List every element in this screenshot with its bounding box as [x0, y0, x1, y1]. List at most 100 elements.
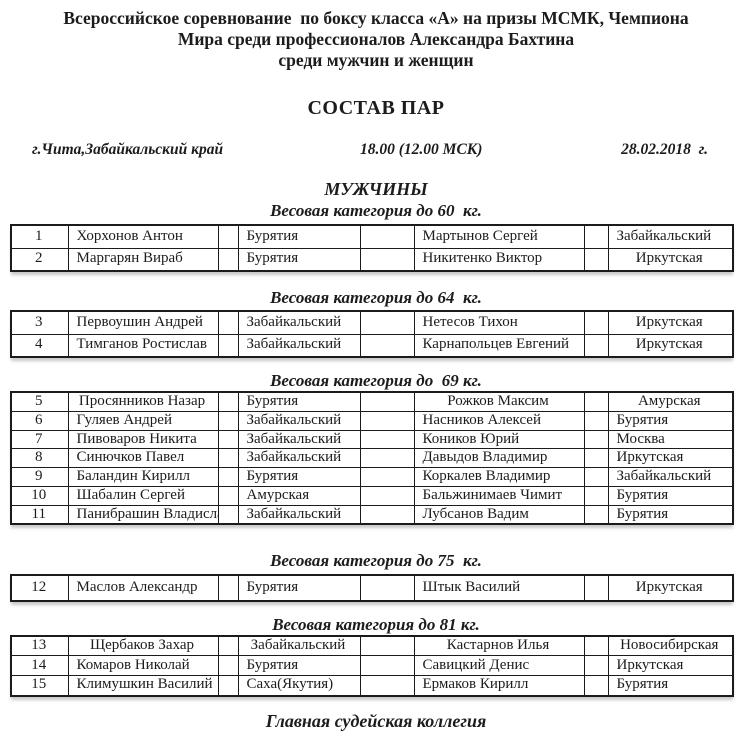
boxer1-region-cell: Забайкальский: [237, 333, 361, 358]
boxer1-region-cell: Бурятия: [237, 655, 361, 676]
pair-number-cell: 2: [10, 247, 69, 272]
pair-number-cell: 4: [10, 333, 69, 358]
spacer-cell: [217, 448, 239, 468]
spacer-cell: [583, 391, 609, 412]
boxer1-name-cell: Маргарян Вираб: [67, 247, 219, 272]
pair-row: 15 Климушкин Василий Саха(Якутия) Ермаков К…: [10, 674, 734, 697]
boxer2-name-cell: Рожков Максим: [413, 391, 585, 412]
spacer-cell: [583, 485, 609, 506]
pair-number-cell: 9: [10, 467, 69, 487]
pair-number-cell: 15: [10, 674, 69, 697]
spacer-cell: [583, 504, 609, 525]
boxer2-name-cell: Нетесов Тихон: [413, 310, 585, 335]
boxer1-name-cell: Тимганов Ростислав: [67, 333, 219, 358]
boxer1-region-cell: Забайкальский: [237, 635, 361, 657]
boxer1-region-cell: Забайкальский: [237, 504, 361, 525]
boxer1-region-cell: Бурятия: [237, 574, 361, 602]
pair-number-cell: 5: [10, 391, 69, 412]
title-line-3: среди мужчин и женщин: [278, 50, 474, 70]
event-info-row: г.Чита,Забайкальский край 18.00 (12.00 М…: [0, 141, 752, 160]
spacer-cell: [583, 635, 609, 657]
boxer2-region-cell: Москва: [607, 429, 734, 450]
vs-spacer-cell: [359, 504, 415, 525]
boxer2-region-cell: Бурятия: [607, 485, 734, 506]
pair-row: 12 Маслов Александр Бурятия Штык Василий Ирк…: [10, 574, 734, 602]
boxer2-region-cell: Забайкальский: [607, 224, 734, 249]
pair-number-cell: 10: [10, 485, 69, 506]
boxer1-region-cell: Забайкальский: [237, 448, 361, 468]
pairs-table-60kg: 1 Хорхонов Антон Бурятия Мартынов Сергей Заб…: [10, 224, 734, 272]
pair-row: 8 Синючков Павел Забайкальский Давыдов Влад…: [10, 448, 734, 468]
weight-category-heading-64kg: Весовая категория до 64 кг.: [270, 288, 482, 307]
pairs-list-heading: СОСТАВ ПАР: [307, 97, 445, 119]
spacer-cell: [583, 247, 609, 272]
pair-number-cell: 11: [10, 504, 69, 525]
spacer-cell: [583, 574, 609, 602]
boxer1-name-cell: Комаров Николай: [67, 655, 219, 676]
pair-row: 3 Первоушин Андрей Забайкальский Нетесов Ти…: [10, 310, 734, 335]
boxer1-name-cell: Климушкин Василий: [67, 674, 219, 697]
boxer2-name-cell: Коников Юрий: [413, 429, 585, 450]
spacer-cell: [583, 410, 609, 431]
boxer2-name-cell: Лубсанов Вадим: [413, 504, 585, 525]
spacer-cell: [583, 310, 609, 335]
pair-number-cell: 1: [10, 224, 69, 249]
boxer1-region-cell: Забайкальский: [237, 429, 361, 450]
boxer1-name-cell: Хорхонов Антон: [67, 224, 219, 249]
weight-category-heading-60kg: Весовая категория до 60 кг.: [270, 201, 482, 220]
boxer2-region-cell: Иркутская: [607, 247, 734, 272]
boxer2-region-cell: Иркутская: [607, 310, 734, 335]
boxer2-name-cell: Никитенко Виктор: [413, 247, 585, 272]
boxer2-name-cell: Ермаков Кирилл: [413, 674, 585, 697]
document-title: Всероссийское соревнование по боксу клас…: [0, 8, 752, 71]
pairs-table-81kg: 13 Щербаков Захар Забайкальский Кастарнов И…: [10, 634, 734, 697]
vs-spacer-cell: [359, 448, 415, 468]
spacer-cell: [217, 333, 239, 358]
event-location: г.Чита,Забайкальский край: [32, 141, 224, 158]
boxer2-name-cell: Насников Алексей: [413, 410, 585, 431]
spacer-cell: [583, 224, 609, 249]
pair-number-cell: 3: [10, 310, 69, 335]
vs-spacer-cell: [359, 485, 415, 506]
vs-spacer-cell: [359, 310, 415, 335]
boxer1-name-cell: Маслов Александр: [67, 574, 219, 602]
pair-row: 4 Тимганов Ростислав Забайкальский Карнапол…: [10, 333, 734, 358]
boxer2-region-cell: Забайкальский: [607, 467, 734, 487]
vs-spacer-cell: [359, 333, 415, 358]
pair-row: 5 Просянников Назар Бурятия Рожков Максим Ам…: [10, 391, 734, 412]
spacer-cell: [217, 310, 239, 335]
boxer2-region-cell: Иркутская: [607, 574, 734, 602]
boxer1-name-cell: Просянников Назар: [67, 391, 219, 412]
spacer-cell: [583, 674, 609, 697]
spacer-cell: [217, 674, 239, 697]
boxer2-name-cell: Мартынов Сергей: [413, 224, 585, 249]
pair-row: 9 Баландин Кирилл Бурятия Коркалев Владимир…: [10, 467, 734, 487]
boxer2-name-cell: Кастарнов Илья: [413, 635, 585, 657]
boxer2-name-cell: Бальжинимаев Чимит: [413, 485, 585, 506]
boxer2-name-cell: Штык Василий: [413, 574, 585, 602]
boxer2-region-cell: Иркутская: [607, 448, 734, 468]
boxer1-region-cell: Бурятия: [237, 224, 361, 249]
vs-spacer-cell: [359, 655, 415, 676]
vs-spacer-cell: [359, 247, 415, 272]
event-time: 18.00 (12.00 МСК): [360, 141, 483, 158]
boxer1-name-cell: Шабалин Сергей: [67, 485, 219, 506]
boxer1-region-cell: Амурская: [237, 485, 361, 506]
pair-row: 11 Панибрашин Владислав Забайкальский Лубса…: [10, 504, 734, 525]
boxer2-region-cell: Новосибирская: [607, 635, 734, 657]
spacer-cell: [217, 467, 239, 487]
event-date: 28.02.2018 г.: [621, 141, 708, 158]
boxer1-name-cell: Панибрашин Владислав: [67, 504, 219, 525]
spacer-cell: [217, 224, 239, 249]
spacer-cell: [217, 574, 239, 602]
boxer1-name-cell: Первоушин Андрей: [67, 310, 219, 335]
boxer1-region-cell: Бурятия: [237, 391, 361, 412]
pair-number-cell: 8: [10, 448, 69, 468]
section-weight-75kg: Весовая категория до 75 кг. 12 Маслов Але…: [0, 551, 752, 602]
title-line-1: Всероссийское соревнование по боксу клас…: [63, 8, 689, 28]
boxer1-region-cell: Забайкальский: [237, 310, 361, 335]
boxer2-name-cell: Коркалев Владимир: [413, 467, 585, 487]
vs-spacer-cell: [359, 574, 415, 602]
spacer-cell: [217, 410, 239, 431]
boxer1-region-cell: Бурятия: [237, 467, 361, 487]
